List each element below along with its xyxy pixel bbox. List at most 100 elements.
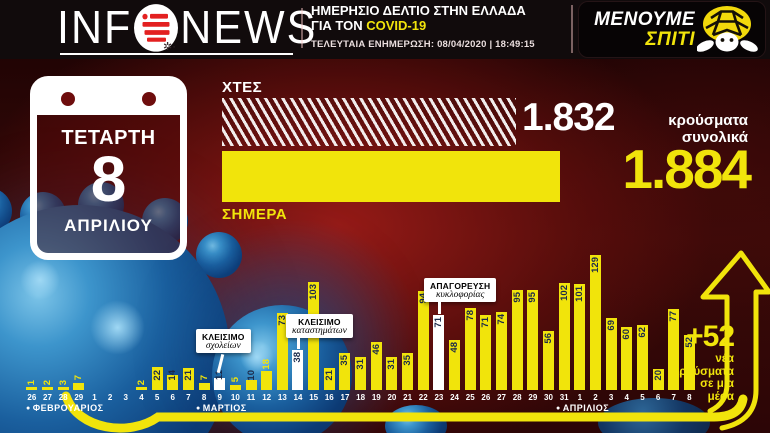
logo-underline xyxy=(60,53,293,55)
new-cases-caption: νέα κρούσματα σε μία μέρα xyxy=(672,353,734,403)
bar-value-label: 56 xyxy=(542,333,554,344)
bar-value-label: 48 xyxy=(449,341,461,353)
covid19-highlight: COVID-19 xyxy=(366,17,427,33)
bar-value-label: 31 xyxy=(386,359,398,371)
chart-bar: 35 xyxy=(339,353,351,390)
virus-highlight xyxy=(90,300,145,355)
chart-bar: 95 xyxy=(527,290,539,390)
bar-value-label: 71 xyxy=(480,317,492,329)
calendar-card: ΤΕΤΑΡΤΗ 8 ΑΠΡΙΛΙΟΥ xyxy=(30,76,187,260)
date-label: 9 xyxy=(217,393,222,402)
date-label: 7 xyxy=(186,393,191,402)
chart-column: 46 19 xyxy=(368,252,384,402)
chart-column: 18 12 xyxy=(259,252,275,402)
bar-value-label: 21 xyxy=(323,370,335,381)
chart-column: 101 1 xyxy=(572,252,588,402)
header-divider xyxy=(571,5,573,53)
date-label: 14 xyxy=(293,393,303,402)
chart-bar: 46 xyxy=(370,341,382,390)
chart-bar xyxy=(41,387,53,390)
bar-value-label: 2 xyxy=(135,379,147,385)
logo-asterisk: ✲· xyxy=(163,41,176,53)
date-label: 28 xyxy=(58,393,68,402)
bar-value-label: 71 xyxy=(433,317,445,329)
milestone-bar: 71 xyxy=(433,315,445,390)
chart-bar xyxy=(26,387,38,390)
today-total-bar xyxy=(222,151,560,202)
date-label: 19 xyxy=(371,393,381,402)
bar-value-label: 3 xyxy=(57,379,69,385)
chart-bar: 62 xyxy=(636,324,648,390)
calendar-hole xyxy=(61,92,75,106)
date-label: 2 xyxy=(107,393,113,402)
chart-bar: 22 xyxy=(151,366,163,390)
chart-column: 22 5 xyxy=(149,252,165,402)
chart-column: 56 30 xyxy=(541,252,557,402)
chart-bar xyxy=(229,384,241,390)
logo-text-right: NEWS xyxy=(180,2,318,54)
chart-column: 9422 xyxy=(415,252,431,402)
date-label: 28 xyxy=(512,393,522,402)
chart-column: 1 xyxy=(87,252,103,402)
callout-pointer xyxy=(438,302,441,314)
logo-text-left: INF xyxy=(57,2,133,54)
chart-bar: 74 xyxy=(496,312,508,390)
date-label: 15 xyxy=(309,393,319,402)
month-label-april: ● ΑΠΡΙΛΙΟΣ xyxy=(556,403,610,413)
chart-column: 7 29 xyxy=(71,252,87,402)
bar-value-label: 101 xyxy=(574,285,586,302)
calendar-day: 8 xyxy=(90,143,127,215)
date-label: 20 xyxy=(387,393,397,402)
chart-column: 74 27 xyxy=(494,252,510,402)
date-label: 5 xyxy=(154,393,160,402)
chart-bar: 31 xyxy=(355,357,367,390)
chart-column: 48 24 xyxy=(447,252,463,402)
calendar-hole xyxy=(142,92,156,106)
bar-value-label: 22 xyxy=(151,370,163,381)
date-label: 1 xyxy=(577,393,583,402)
bulletin-title: ΗΜΕΡΗΣΙΟ ΔΕΛΤΙΟ ΣΤΗΝ ΕΛΛΑΔΑ ΓΙΑ ΤΟΝ COVI… xyxy=(311,3,526,33)
bulletin-line2: ΓΙΑ ΤΟΝ COVID-19 xyxy=(311,17,427,33)
chart-column: 3 xyxy=(118,252,134,402)
bar-value-label: 46 xyxy=(370,343,382,355)
campaign-line2: ΣΠΙΤΙ xyxy=(645,28,695,50)
turtle-icon xyxy=(697,5,758,52)
chart-bar: 77 xyxy=(668,309,680,390)
bar-value-label: 2 xyxy=(41,379,53,385)
chart-bar: 101 xyxy=(574,283,586,390)
date-label: 24 xyxy=(450,393,459,402)
date-label: 22 xyxy=(418,393,428,402)
chart-bar: 48 xyxy=(449,339,461,390)
today-label: ΣΗΜΕΡΑ xyxy=(222,206,288,223)
today-total-value: 1.884 xyxy=(622,138,752,200)
chart-bar: 14 xyxy=(167,370,179,390)
date-label: 17 xyxy=(340,393,350,402)
callout-shops-closure: ΚΛΕΙΣΙΜΟ καταστημάτων xyxy=(286,314,353,338)
date-label: 26 xyxy=(27,393,37,402)
chart-bar: 56 xyxy=(542,331,554,390)
date-label: 13 xyxy=(277,393,287,402)
chart-bar: 20 xyxy=(652,369,664,390)
milestone-bar: 38 xyxy=(292,350,304,390)
date-label: 8 xyxy=(201,393,207,402)
date-label: 26 xyxy=(481,393,491,402)
chart-bar xyxy=(73,382,85,390)
bar-value-label: 31 xyxy=(355,359,367,371)
cases-total-unit: κρούσματα συνολικά xyxy=(668,112,748,146)
bar-value-label: 7 xyxy=(198,375,210,381)
callout-pointer xyxy=(297,337,300,349)
bar-value-label: 69 xyxy=(605,319,617,331)
date-label: 3 xyxy=(123,393,128,402)
yesterday-total-bar xyxy=(222,98,516,146)
chart-bar: 31 xyxy=(386,357,398,390)
bar-value-label: 14 xyxy=(167,370,179,381)
chart-column: 2 xyxy=(102,252,118,402)
chart-bar xyxy=(135,387,147,390)
date-label: 29 xyxy=(74,393,84,402)
chart-bar: 10 xyxy=(245,370,257,390)
last-update-text: ΤΕΛΕΥΤΑΙΑ ΕΝΗΜΕΡΩΣΗ: 08/04/2020 | 18:49:… xyxy=(311,39,535,50)
date-label: 27 xyxy=(497,393,506,402)
date-label: 29 xyxy=(528,393,538,402)
